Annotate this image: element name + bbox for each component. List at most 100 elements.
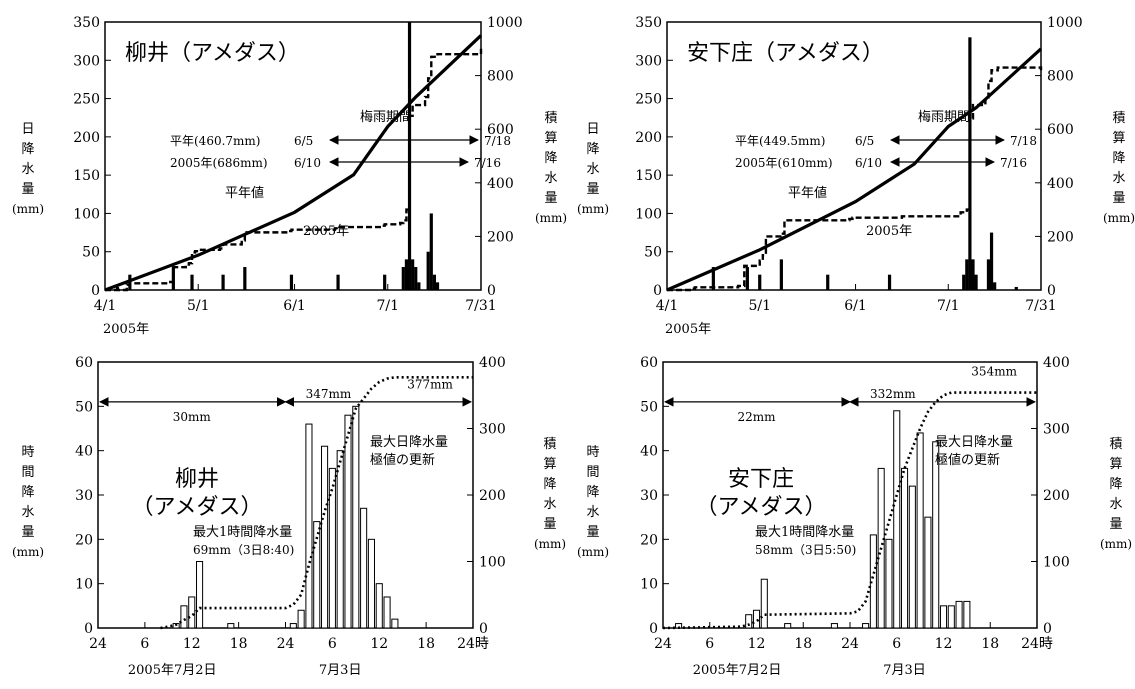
axis-label-char: 算	[1109, 457, 1122, 472]
axis-unit-label: (mm)	[1100, 537, 1132, 551]
x-tick-label: 18	[794, 636, 812, 652]
hourly-rain-bar	[908, 485, 916, 629]
hourly-rain-bar	[305, 423, 313, 629]
daily-rain-bar	[190, 274, 194, 290]
normal-series-label: 平年値	[788, 185, 827, 201]
period-total: 377mm	[407, 378, 453, 392]
daily-rain-bar	[417, 282, 421, 290]
x-tick-label: 24	[841, 636, 859, 652]
axis-label-char: 水	[1112, 171, 1125, 186]
y-left-tick-label: 50	[75, 399, 93, 415]
x-tick-label: 12	[370, 636, 388, 652]
axis-label-char: 降	[21, 142, 34, 157]
panel-title-sub: （アメダス）	[696, 495, 827, 520]
hourly-rain-bar	[375, 583, 383, 629]
y-left-tick-label: 0	[91, 283, 100, 299]
y-left-tick-label: 30	[640, 488, 658, 504]
max-hourly-annotation: 69mm（3日8:40)	[193, 543, 294, 557]
axis-unit-label: (mm)	[577, 202, 609, 216]
axis-label-char: 水	[586, 162, 599, 177]
y-right-tick-label: 300	[1043, 422, 1070, 438]
axis-label-char: 水	[1109, 497, 1122, 512]
daily-rain-bar	[435, 282, 440, 290]
tsuyu-end-date: 7/18	[484, 134, 511, 148]
y-left-tick-label: 150	[73, 168, 100, 184]
x-tick-label: 18	[417, 636, 435, 652]
y-left-tick-label: 0	[649, 621, 658, 637]
x-tick-label: 24	[277, 636, 295, 652]
y-right-tick-label: 600	[487, 122, 514, 138]
daily-rain-bar	[962, 274, 966, 290]
x-year-label: 2005年	[665, 322, 711, 337]
y-left-tick-label: 100	[635, 206, 662, 222]
x-tick-label: 5/1	[187, 298, 210, 314]
normal-cumulative-line	[666, 47, 1043, 292]
axis-label-char: 降	[1109, 477, 1122, 492]
daily-rain-bar	[426, 251, 430, 290]
axis-unit-label: (mm)	[577, 545, 609, 559]
axis-label-char: 量	[21, 525, 34, 540]
axis-label-char: 量	[586, 182, 599, 197]
hourly-rain-bar	[360, 507, 368, 629]
tsuyu-end-date: 7/18	[1010, 134, 1037, 148]
hourly-rain-bar	[227, 623, 235, 629]
hourly-rain-bar	[196, 561, 204, 629]
y-right-tick-label: 400	[487, 176, 514, 192]
period-total: 354mm	[971, 364, 1017, 378]
axis-label-char: 量	[21, 182, 34, 197]
hourly-rain-bar	[862, 623, 870, 629]
x-tick-label: 4/1	[94, 298, 117, 314]
record-annotation: 最大日降水量	[935, 435, 1013, 450]
y-right-tick-label: 0	[1043, 621, 1052, 637]
axis-label-char: 降	[586, 142, 599, 157]
y-left-tick-label: 250	[73, 92, 100, 108]
x-tick-label: 7/1	[937, 298, 960, 314]
tsuyu-header: 梅雨期間	[360, 110, 412, 125]
x-tick-label: 7/31	[1025, 298, 1056, 314]
hourly-rain-bar	[885, 538, 893, 629]
daily-rain-bar	[989, 232, 994, 290]
daily-rain-bar	[993, 282, 997, 290]
hourly-rain-bar	[352, 405, 360, 629]
x-tick-label: 12	[935, 636, 953, 652]
hourly-rain-bar	[752, 609, 761, 629]
y-left-tick-label: 300	[73, 53, 100, 69]
axis-label-char: 積	[543, 437, 556, 452]
daily-rain-bar	[974, 274, 978, 290]
tsuyu-end-date: 7/16	[474, 156, 501, 170]
record-annotation: 極値の更新	[935, 452, 1000, 468]
axis-label-char: 積	[1109, 437, 1122, 452]
y-right-tick-label: 0	[487, 283, 496, 299]
panel-title: 安下庄	[728, 467, 794, 492]
max-hourly-annotation: 58mm（3日5:50)	[755, 543, 856, 557]
x-tick-label: 6	[140, 636, 149, 652]
x-tick-label: 18	[230, 636, 248, 652]
normal-cumulative-line	[104, 34, 483, 292]
x-date-label: 7月3日	[883, 663, 926, 678]
hourly-rain-bar	[328, 467, 336, 629]
daily-rain-bar	[414, 267, 418, 290]
x-tick-label: 7/31	[465, 298, 496, 314]
y-right-tick-label: 800	[1047, 69, 1074, 85]
hourly-rain-bar	[188, 596, 196, 629]
cumulative-2005-line	[105, 48, 483, 292]
hourly-rain-bar	[383, 596, 391, 629]
hourly-rain-bar	[939, 605, 948, 629]
segment-total-day3: 332mm	[870, 387, 916, 401]
panel-title-sub: （アメダス）	[132, 495, 263, 520]
y-left-tick-label: 0	[84, 621, 93, 637]
hourly-rain-bar	[344, 414, 352, 629]
y-right-tick-label: 200	[487, 229, 514, 245]
tsuyu-row-label: 平年(449.5mm)	[735, 134, 825, 148]
tsuyu-start-date: 6/5	[855, 134, 874, 148]
axis-unit-label: (mm)	[12, 202, 44, 216]
axis-label-char: 降	[544, 151, 557, 166]
axis-label-char: 積	[1112, 111, 1125, 126]
hourly-rain-bar	[760, 578, 768, 629]
hourly-rain-bar	[784, 623, 792, 629]
hourly-rain-bar	[745, 614, 753, 629]
y-left-tick-label: 100	[73, 206, 100, 222]
x-date-label: 2005年7月2日	[693, 663, 782, 678]
segment-total-day2: 30mm	[173, 410, 212, 424]
x-tick-label: 6	[892, 636, 901, 652]
